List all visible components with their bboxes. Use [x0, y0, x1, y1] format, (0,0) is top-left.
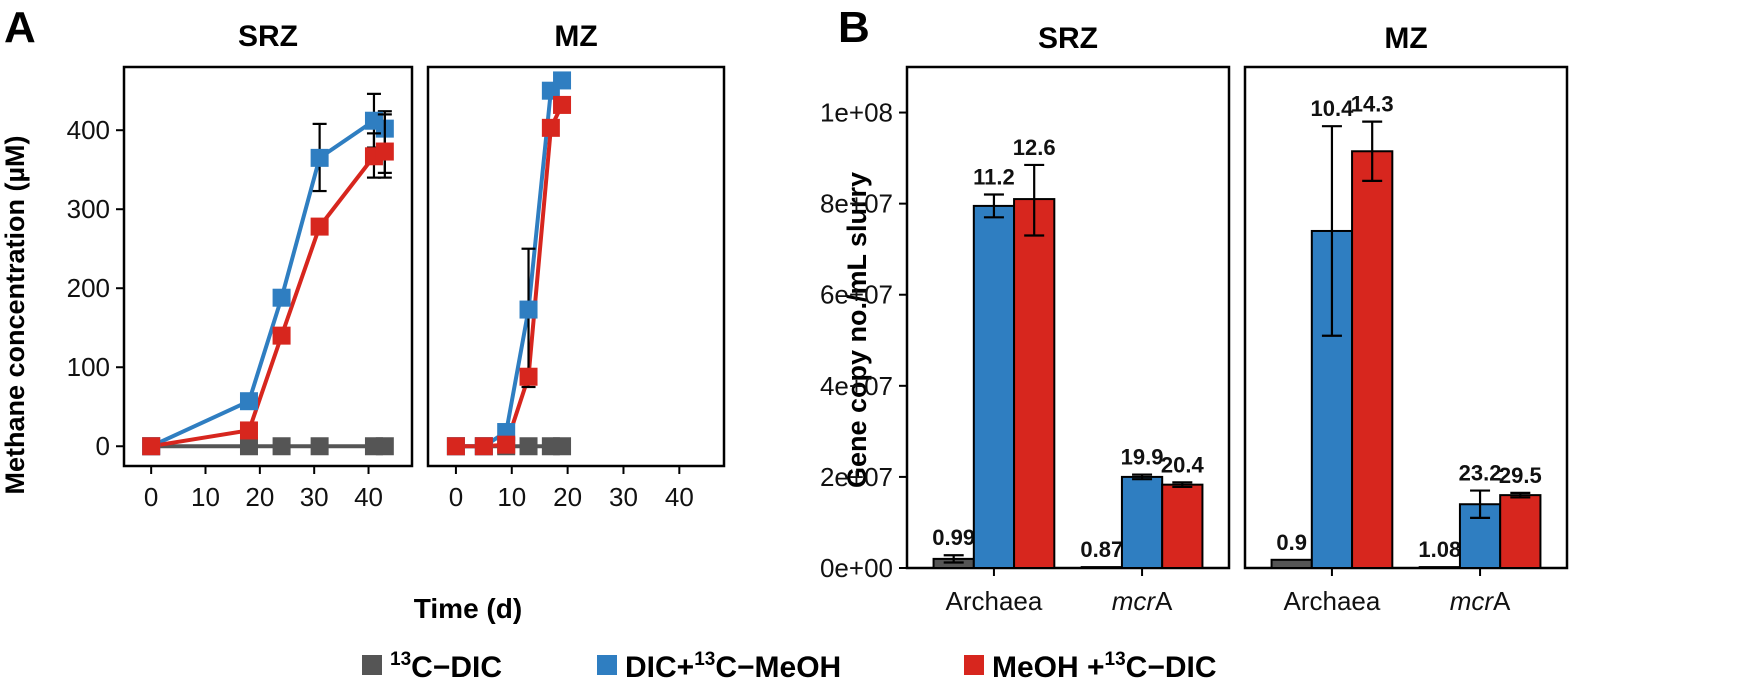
a-data-point: [239, 392, 258, 411]
a-data-point: [375, 437, 394, 456]
a-x-tick-label: 0: [449, 482, 463, 512]
a-x-tick-label: 10: [497, 482, 526, 512]
a-facet-title: MZ: [554, 20, 597, 53]
b-bar-label: 0.99: [932, 525, 975, 550]
a-data-point: [519, 300, 538, 319]
b-bar: [1080, 566, 1123, 570]
a-facet-mz: MZ 0 10 20 30 40: [426, 20, 726, 512]
a-data-point: [474, 437, 493, 456]
b-panel-frame: [1243, 65, 1569, 570]
b-bar-label: 0.9: [1276, 530, 1307, 555]
b-bar: [1418, 566, 1461, 570]
a-facet-title: SRZ: [238, 20, 298, 53]
b-bar: [1351, 150, 1394, 569]
a-data-point: [553, 95, 572, 114]
a-data-point: [142, 437, 161, 456]
legend-label: MeOH +13C−DIC: [992, 649, 1217, 684]
b-y-tick-label: 8e+07: [820, 189, 893, 219]
panel-label-a: A: [4, 3, 36, 52]
a-x-tick-label: 40: [354, 482, 383, 512]
b-bar-label: 11.2: [973, 165, 1015, 190]
a-panel-frame: [426, 65, 726, 468]
b-facet-title: SRZ: [1038, 22, 1098, 55]
b-panel-frame: [905, 65, 1231, 570]
legend-swatch: [964, 655, 984, 675]
b-facet-title: MZ: [1384, 22, 1427, 55]
b-y-tick-label: 2e+07: [820, 462, 893, 492]
a-y-tick-label: 300: [67, 194, 110, 224]
a-data-point: [497, 435, 516, 454]
b-x-tick-label: mcrA: [1112, 586, 1173, 616]
a-data-point: [553, 437, 572, 456]
a-data-point: [272, 326, 291, 345]
a-x-tick-label: 30: [609, 482, 638, 512]
a-y-axis-label: Methane concentration (µM): [0, 135, 30, 494]
b-bar-label: 0.87: [1080, 537, 1123, 562]
b-bar: [1013, 198, 1056, 569]
b-bar-label: 19.9: [1121, 445, 1164, 470]
a-series-line: [150, 149, 386, 449]
a-data-point: [553, 71, 572, 90]
a-y-tick-label: 100: [67, 352, 110, 382]
a-x-tick-label: 40: [665, 482, 694, 512]
a-data-point: [375, 142, 394, 161]
b-y-axis-label: Gene copy no./mL slurry: [842, 172, 872, 488]
a-data-point: [272, 437, 291, 456]
b-bar-label: 12.6: [1013, 135, 1056, 160]
a-x-tick-label: 30: [300, 482, 329, 512]
a-y-tick-label: 400: [67, 115, 110, 145]
a-y-tick-label: 0: [96, 431, 110, 461]
a-data-point: [272, 288, 291, 307]
a-data-point: [310, 217, 329, 236]
b-y-tick-label: 1e+08: [820, 98, 893, 128]
a-series-line: [150, 118, 386, 449]
legend-swatch: [362, 655, 382, 675]
b-bar-label: 14.3: [1351, 92, 1394, 117]
b-bar-label: 1.08: [1418, 537, 1461, 562]
b-y-tick-label: 0e+00: [820, 553, 893, 583]
b-facet-srz: SRZ 0e+00 2e+07 4e+07 6e+07 8e+07 1e+08 Archaea…: [820, 22, 1231, 616]
a-data-point: [519, 367, 538, 386]
a-x-axis-label: Time (d): [414, 593, 522, 624]
b-bar: [1270, 558, 1313, 570]
a-x-tick-label: 20: [553, 482, 582, 512]
b-bar-label: 10.4: [1311, 96, 1355, 121]
b-x-tick-label: Archaea: [1284, 586, 1381, 616]
legend-label: 13C−DIC: [390, 649, 502, 684]
b-x-tick-label: Archaea: [946, 586, 1043, 616]
a-data-point: [239, 421, 258, 440]
a-panel-frame: [122, 65, 414, 468]
b-bar: [1499, 494, 1542, 569]
a-data-point: [239, 437, 258, 456]
a-data-point: [541, 118, 560, 137]
a-y-tick-label: 200: [67, 273, 110, 303]
b-bar: [1120, 475, 1164, 569]
a-x-tick-label: 10: [191, 482, 220, 512]
a-data-point: [446, 437, 465, 456]
b-y-tick-label: 4e+07: [820, 371, 893, 401]
b-bar-label: 20.4: [1161, 452, 1205, 477]
legend: 13C−DIC DIC+13C−MeOH MeOH +13C−DIC: [362, 649, 1217, 684]
b-bar-label: 23.2: [1459, 461, 1502, 486]
a-data-point: [310, 437, 329, 456]
b-facet-mz: MZ Archaea 0.9 10.414.3 mcrA 1.08 23.229.5: [1243, 22, 1569, 616]
a-data-point: [519, 437, 538, 456]
a-x-tick-label: 0: [144, 482, 158, 512]
panel-label-b: B: [838, 3, 870, 52]
a-data-point: [310, 148, 329, 167]
a-x-tick-label: 20: [245, 482, 274, 512]
legend-label: DIC+13C−MeOH: [625, 649, 841, 684]
b-bar-label: 29.5: [1499, 463, 1542, 488]
b-bar: [1161, 483, 1204, 570]
legend-swatch: [597, 655, 617, 675]
b-y-tick-label: 6e+07: [820, 280, 893, 310]
b-bar: [972, 204, 1016, 569]
b-x-tick-label: mcrA: [1450, 586, 1511, 616]
